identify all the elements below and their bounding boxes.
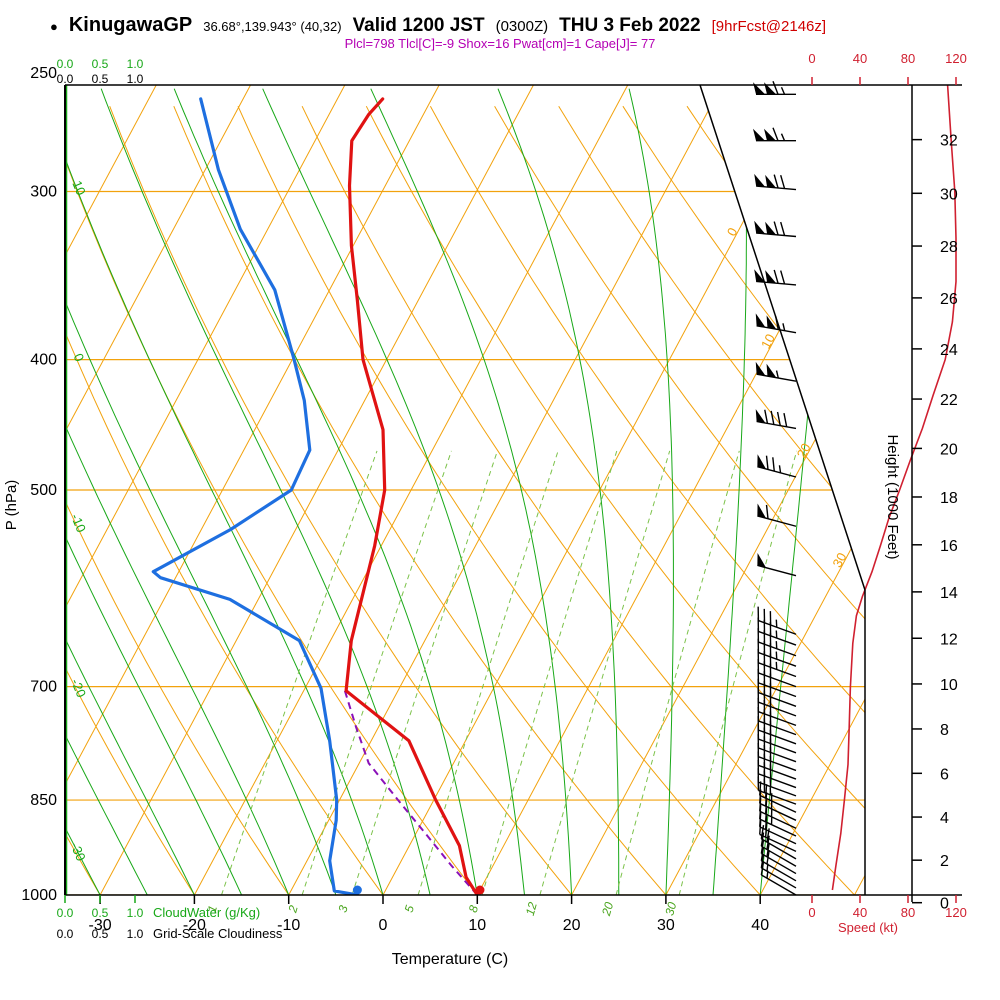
svg-text:8: 8 — [940, 722, 949, 739]
svg-text:20: 20 — [940, 441, 958, 458]
svg-text:8: 8 — [466, 903, 481, 914]
station-name: KinugawaGP — [68, 14, 193, 36]
svg-text:32: 32 — [940, 133, 958, 150]
svg-text:0.0: 0.0 — [57, 57, 74, 71]
svg-text:14: 14 — [940, 585, 958, 602]
svg-text:5: 5 — [402, 903, 417, 914]
svg-text:80: 80 — [901, 905, 915, 920]
svg-text:20: 20 — [599, 900, 617, 918]
svg-text:-20: -20 — [68, 676, 89, 699]
svg-text:300: 300 — [30, 184, 57, 201]
svg-text:0: 0 — [379, 917, 388, 934]
svg-text:10: 10 — [940, 677, 958, 694]
svg-text:10: 10 — [69, 178, 88, 197]
svg-text:Speed (kt): Speed (kt) — [838, 920, 898, 935]
svg-text:P (hPa): P (hPa) — [3, 480, 20, 531]
svg-text:Temperature (C): Temperature (C) — [392, 951, 508, 968]
svg-text:1.0: 1.0 — [127, 57, 144, 71]
svg-text:18: 18 — [940, 490, 958, 507]
svg-text:500: 500 — [30, 482, 57, 499]
svg-text:0.5: 0.5 — [92, 927, 109, 941]
svg-text:1.0: 1.0 — [127, 927, 144, 941]
svg-text:0.0: 0.0 — [57, 927, 74, 941]
valid-date: THU 3 Feb 2022 — [559, 15, 701, 36]
valid-time-utc: (0300Z) — [495, 18, 549, 35]
svg-text:12: 12 — [523, 900, 540, 917]
svg-text:28: 28 — [940, 239, 958, 256]
header-line-1: ● KinugawaGP 36.68°,139.943° (40,32) Val… — [50, 14, 826, 37]
svg-text:CloudWater (g/Kg): CloudWater (g/Kg) — [153, 905, 260, 920]
svg-text:-20: -20 — [183, 917, 206, 934]
svg-text:0.5: 0.5 — [92, 57, 109, 71]
svg-text:700: 700 — [30, 679, 57, 696]
svg-text:26: 26 — [940, 291, 958, 308]
svg-text:850: 850 — [30, 792, 57, 809]
svg-text:20: 20 — [563, 917, 581, 934]
svg-text:120: 120 — [945, 905, 967, 920]
svg-text:0: 0 — [724, 225, 741, 238]
svg-text:0.5: 0.5 — [92, 906, 109, 920]
svg-text:10: 10 — [468, 917, 486, 934]
svg-text:4: 4 — [940, 810, 949, 827]
svg-text:-10: -10 — [68, 511, 89, 534]
svg-text:30: 30 — [662, 900, 679, 917]
svg-text:0: 0 — [940, 896, 949, 913]
svg-text:10: 10 — [758, 331, 778, 351]
svg-text:1.0: 1.0 — [127, 72, 144, 86]
svg-text:20: 20 — [794, 441, 814, 461]
svg-text:30: 30 — [657, 917, 675, 934]
svg-text:Height (1000 Feet): Height (1000 Feet) — [884, 434, 901, 559]
svg-text:120: 120 — [945, 51, 967, 66]
svg-text:-10: -10 — [277, 917, 300, 934]
svg-text:0.5: 0.5 — [92, 72, 109, 86]
svg-text:2: 2 — [285, 903, 301, 915]
svg-text:0: 0 — [71, 351, 88, 364]
svg-text:1000: 1000 — [21, 887, 57, 904]
svg-text:0: 0 — [808, 51, 815, 66]
svg-text:6: 6 — [940, 766, 949, 783]
stability-indices-line: Plcl=798 Tlcl[C]=-9 Shox=16 Pwat[cm]=1 C… — [344, 36, 656, 51]
svg-text:1.0: 1.0 — [127, 906, 144, 920]
station-bullet-icon: ● — [50, 19, 58, 34]
svg-text:Grid-Scale Cloudiness: Grid-Scale Cloudiness — [153, 926, 283, 941]
svg-text:12: 12 — [940, 631, 958, 648]
svg-text:40: 40 — [853, 51, 867, 66]
svg-text:0.0: 0.0 — [57, 72, 74, 86]
svg-text:-30: -30 — [89, 917, 112, 934]
svg-text:3: 3 — [335, 903, 350, 914]
svg-text:0: 0 — [808, 905, 815, 920]
svg-text:40: 40 — [751, 917, 769, 934]
valid-time: Valid 1200 JST — [352, 15, 485, 36]
svg-text:250: 250 — [30, 65, 57, 82]
svg-text:22: 22 — [940, 392, 958, 409]
svg-text:-30: -30 — [68, 840, 89, 863]
svg-text:400: 400 — [30, 352, 57, 369]
svg-text:2: 2 — [940, 853, 949, 870]
svg-text:40: 40 — [853, 905, 867, 920]
station-coords: 36.68°,139.943° (40,32) — [203, 19, 342, 34]
svg-text:16: 16 — [940, 538, 958, 555]
svg-text:1: 1 — [205, 904, 220, 914]
svg-text:0.0: 0.0 — [57, 906, 74, 920]
svg-text:30: 30 — [829, 550, 849, 570]
svg-text:30: 30 — [940, 186, 958, 203]
svg-text:80: 80 — [901, 51, 915, 66]
forecast-tag: [9hrFcst@2146z] — [711, 18, 827, 35]
svg-text:24: 24 — [940, 342, 958, 359]
